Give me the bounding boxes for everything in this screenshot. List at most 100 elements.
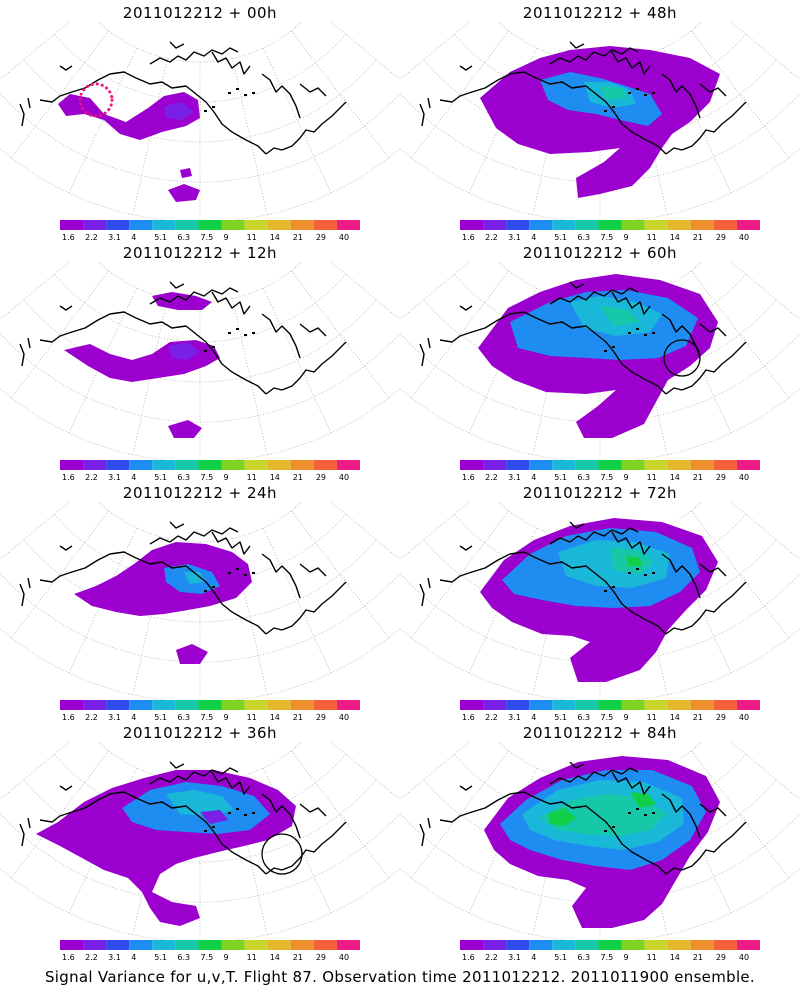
map-panel-36h: 2011012212 + 36h 1.6 2.2 3.1 4 5.1 6.3 7.5 9 11 1… xyxy=(0,720,400,962)
variance-contour xyxy=(626,556,642,566)
coastline-segment xyxy=(549,287,639,305)
variance-contour xyxy=(630,792,656,808)
coastline-segment xyxy=(59,785,73,791)
island xyxy=(228,332,231,334)
colorbar-tick-label: 3.1 xyxy=(108,473,121,482)
colorbar-swatch xyxy=(575,700,599,710)
island xyxy=(628,332,631,334)
coastline-segment xyxy=(549,767,639,785)
colorbar-tick-label: 3.1 xyxy=(108,713,121,722)
latitude-line xyxy=(23,299,377,383)
colorbar-swatch xyxy=(690,940,714,950)
colorbar-tick-label: 21 xyxy=(693,233,703,242)
latitude-line xyxy=(423,59,777,143)
coastline-segment xyxy=(211,771,251,795)
colorbar-swatch xyxy=(290,700,314,710)
colorbar-tick-label: 14 xyxy=(670,473,680,482)
colorbar-tick-label: 1.6 xyxy=(462,713,475,722)
colorbar-tick-label: 7.5 xyxy=(200,713,213,722)
island xyxy=(244,94,247,96)
colorbar-tick-label: 11 xyxy=(647,953,657,962)
colorbar-swatch xyxy=(336,460,360,470)
colorbar-tick-label: 40 xyxy=(339,953,349,962)
colorbar-tick-label: 3.1 xyxy=(508,473,521,482)
longitude-line xyxy=(400,262,470,321)
colorbar-swatch xyxy=(644,700,668,710)
colorbar-tick-label: 21 xyxy=(293,473,303,482)
coastline-segment xyxy=(19,577,31,607)
colorbar-swatch xyxy=(152,940,176,950)
colorbar-swatch xyxy=(175,220,199,230)
longitude-line xyxy=(290,510,390,639)
observation-circle xyxy=(663,339,701,377)
latitude-line xyxy=(0,92,400,183)
colorbar: 1.6 2.2 3.1 4 5.1 6.3 7.5 9 11 14 21 29 40 xyxy=(60,460,360,482)
colorbar-tick-label: 40 xyxy=(739,473,749,482)
coastline-segment xyxy=(299,83,327,97)
colorbar-swatch xyxy=(152,220,176,230)
colorbar-tick-label: 9 xyxy=(224,953,229,962)
colorbar-tick-label: 9 xyxy=(224,473,229,482)
colorbar-tick-label: 9 xyxy=(624,233,629,242)
latitude-line xyxy=(400,812,800,903)
colorbar-tick-label: 1.6 xyxy=(462,953,475,962)
colorbar-tick-label: 5.1 xyxy=(154,953,167,962)
colorbar-tick-label: 11 xyxy=(247,713,257,722)
colorbar-swatch xyxy=(221,700,245,710)
island xyxy=(612,346,615,348)
coastline-segment xyxy=(19,97,31,127)
coastline-segment xyxy=(265,821,347,875)
colorbar-tick-label: 4 xyxy=(131,233,136,242)
colorbar-tick-label: 4 xyxy=(531,473,536,482)
longitude-line xyxy=(0,262,70,321)
variance-contour xyxy=(164,102,194,120)
figure-caption: Signal Variance for u,v,T. Flight 87. Ob… xyxy=(44,968,756,986)
colorbar-tick-label: 4 xyxy=(531,233,536,242)
colorbar: 1.6 2.2 3.1 4 5.1 6.3 7.5 9 11 14 21 29 40 xyxy=(460,220,760,242)
island xyxy=(652,332,655,334)
colorbar-tick-label: 29 xyxy=(716,233,726,242)
colorbar-tick-label: 4 xyxy=(131,953,136,962)
forecast-map xyxy=(0,22,400,222)
coastline xyxy=(419,521,747,635)
colorbar-swatch xyxy=(175,700,199,710)
coastline xyxy=(19,281,347,395)
coastline-segment xyxy=(149,47,239,65)
island xyxy=(252,812,255,814)
panel-title: 2011012212 + 36h xyxy=(122,724,278,742)
coastline xyxy=(19,41,347,155)
colorbar-swatch xyxy=(60,460,84,470)
colorbar-swatch xyxy=(713,940,737,950)
colorbar-tick-label: 2.2 xyxy=(85,953,98,962)
colorbar-swatch xyxy=(221,940,245,950)
coastline-segment xyxy=(699,323,727,337)
colorbar-swatch xyxy=(483,220,507,230)
colorbar-swatch xyxy=(667,700,691,710)
variance-contour xyxy=(180,168,192,178)
latitude-line xyxy=(0,812,400,903)
coastline-segment xyxy=(149,767,239,785)
colorbar-swatch xyxy=(267,940,291,950)
latitude-line xyxy=(0,572,400,663)
colorbar-tick-label: 29 xyxy=(716,713,726,722)
map-panel-00h: 2011012212 + 00h 1.6 2.2 3.1 4 5.1 6.3 7.5 9 11 1… xyxy=(0,0,400,242)
latitude-line xyxy=(97,502,303,543)
map-panel-48h: 2011012212 + 48h 1.6 2.2 3.1 4 5.1 6.3 7.5 9 11 1… xyxy=(400,0,800,242)
colorbar-swatch xyxy=(667,220,691,230)
colorbar-swatch xyxy=(575,940,599,950)
colorbar-swatch xyxy=(60,940,84,950)
colorbar-swatch xyxy=(244,220,268,230)
colorbar-tick-label: 6.3 xyxy=(577,713,590,722)
colorbar-swatch xyxy=(267,700,291,710)
variance-field xyxy=(480,518,718,682)
coastline-segment xyxy=(611,51,651,75)
colorbar-swatch xyxy=(152,460,176,470)
colorbar-swatch xyxy=(106,460,130,470)
variance-field xyxy=(480,46,720,198)
island xyxy=(236,328,239,330)
coastline-segment xyxy=(211,531,251,555)
colorbar-swatch xyxy=(129,220,153,230)
colorbar-tick-label: 5.1 xyxy=(154,713,167,722)
colorbar-swatch xyxy=(667,940,691,950)
colorbar-swatch xyxy=(152,700,176,710)
